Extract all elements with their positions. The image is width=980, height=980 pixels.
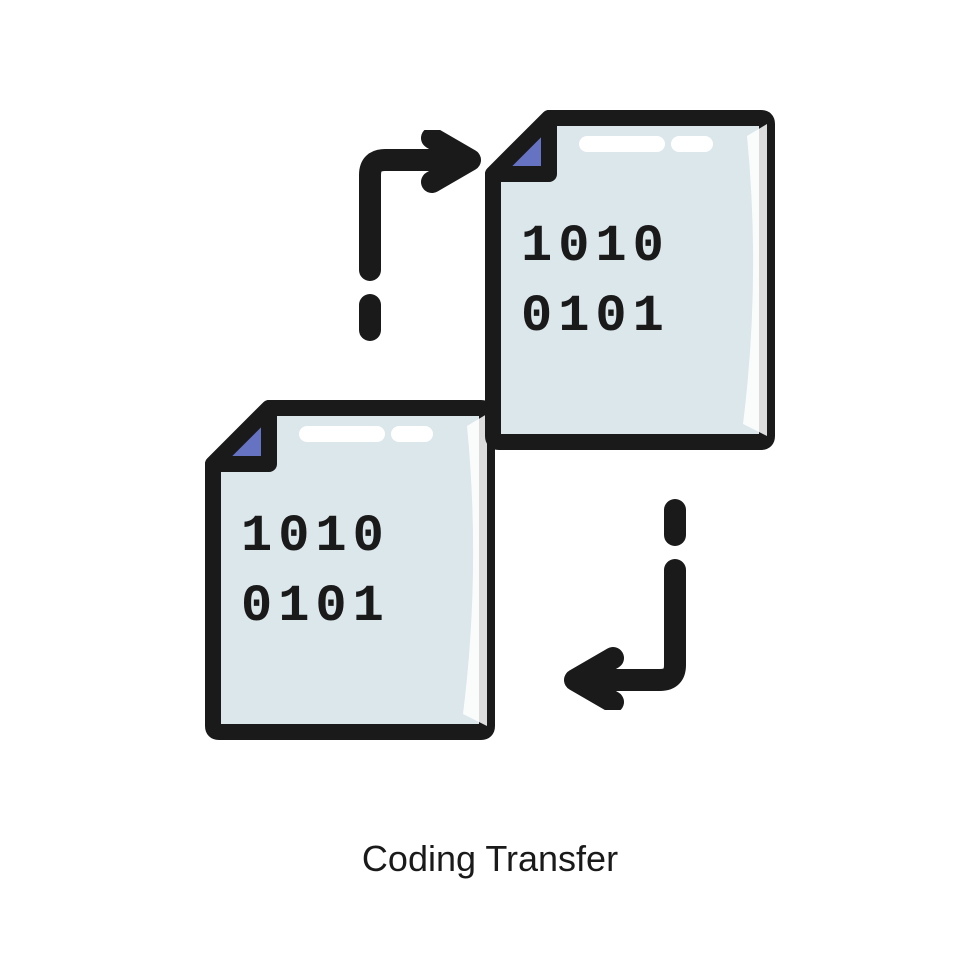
icon-caption: Coding Transfer	[0, 838, 980, 880]
binary-document-back: 1010 0101	[205, 400, 495, 740]
binary-document-front: 1010 0101	[485, 110, 775, 450]
binary-text-back: 1010 0101	[241, 502, 390, 642]
coding-transfer-icon: 1010 0101 1010 0101	[185, 110, 795, 750]
figure-container: 1010 0101 1010 0101 Coding Transfer	[0, 0, 980, 980]
transfer-arrow-down-icon	[555, 490, 705, 710]
binary-text-front: 1010 0101	[521, 212, 670, 352]
transfer-arrow-up-icon	[340, 130, 490, 350]
